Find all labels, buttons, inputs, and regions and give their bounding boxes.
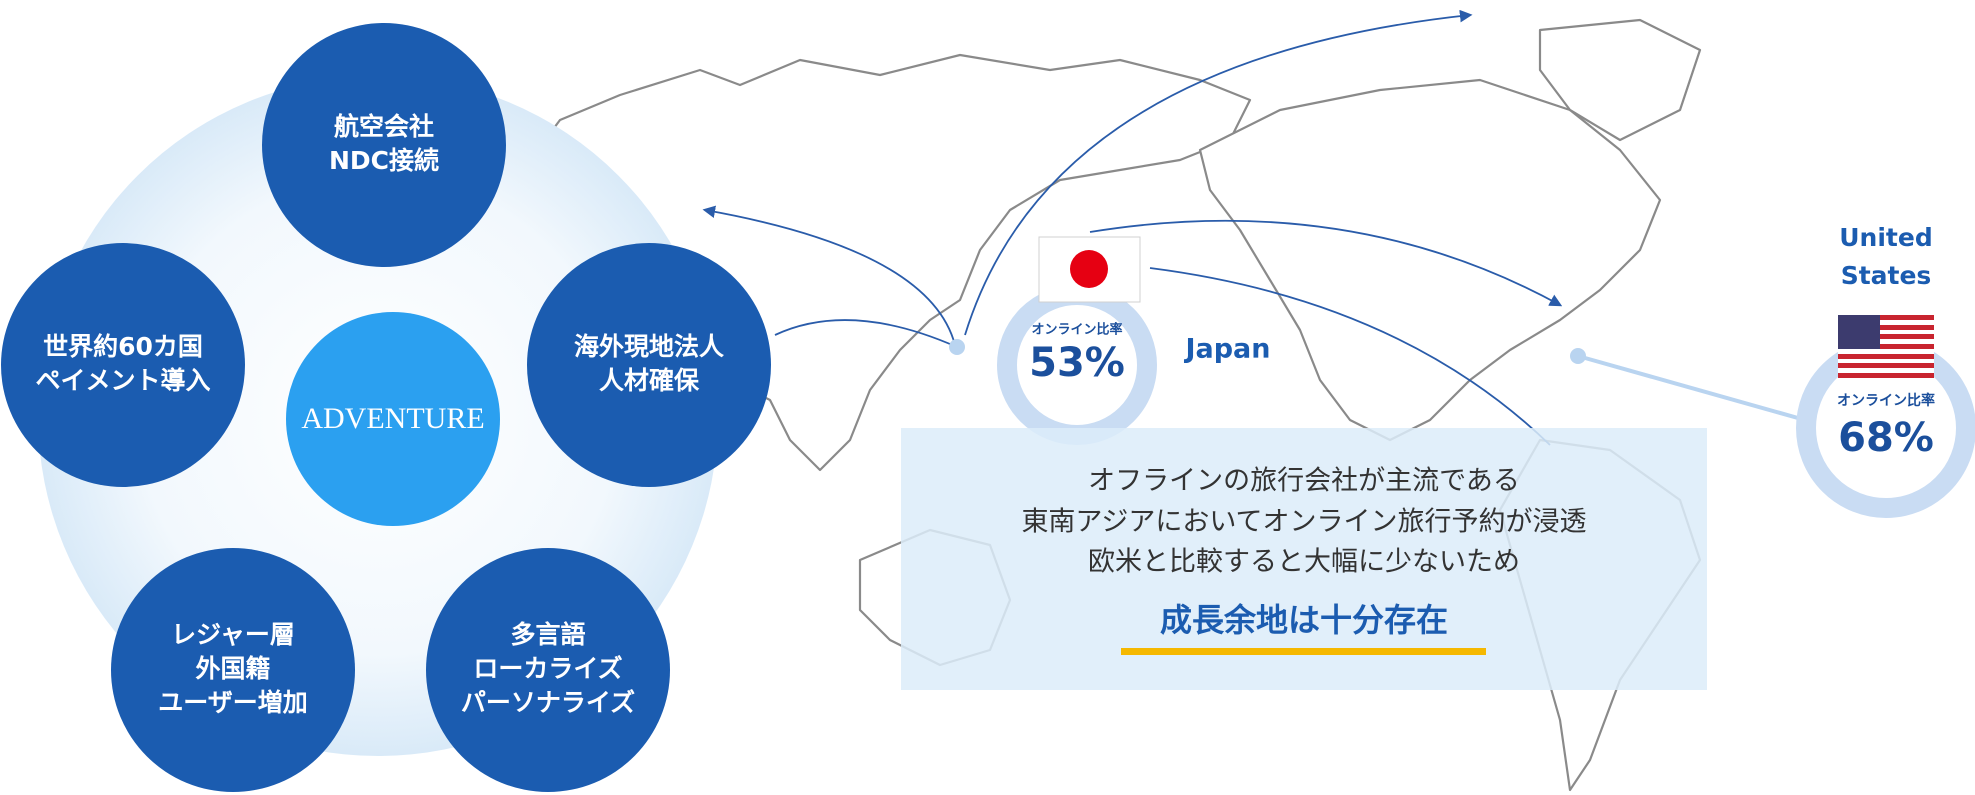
us-flag xyxy=(1838,315,1934,378)
feature-circle xyxy=(262,23,506,267)
feature-label: 世界約60カ国ペイメント導入 xyxy=(35,332,210,395)
message-highlight: 成長余地は十分存在 xyxy=(1160,601,1448,639)
feature-label: 海外現地法人人材確保 xyxy=(574,332,724,395)
route-line xyxy=(1149,267,1551,446)
us-block: オンライン比率 68% United States xyxy=(1796,223,1975,518)
center-label: ADVENTURE xyxy=(301,402,484,435)
japan-block: オンライン比率 53% Japan xyxy=(997,236,1271,445)
feature-circle xyxy=(527,243,771,487)
country-name: United xyxy=(1839,223,1932,252)
metric-value: 68% xyxy=(1838,415,1934,461)
message-panel xyxy=(901,428,1707,690)
metric-label: オンライン比率 xyxy=(1837,392,1935,409)
greenland xyxy=(1538,18,1702,142)
route-arrow xyxy=(964,9,1473,336)
feature-circles: 航空会社 NDC接続 海外現地法人人材確保 多言語ローカライズパーソナライズ レジ… xyxy=(1,23,771,792)
message-box: オフラインの旅行会社が主流である 東南アジアにおいてオンライン旅行予約が浸透 欧… xyxy=(901,428,1707,690)
message-line: 東南アジアにおいてオンライン旅行予約が浸透 xyxy=(1021,507,1586,538)
feature-circle xyxy=(426,548,670,792)
highlight-underline xyxy=(1121,648,1486,655)
message-line: 欧米と比較すると大幅に少ないため xyxy=(1088,547,1520,578)
country-name: States xyxy=(1841,261,1932,290)
feature-circle xyxy=(1,243,245,487)
japan-dot xyxy=(949,339,965,355)
routes xyxy=(702,9,1806,446)
country-name: Japan xyxy=(1183,334,1270,365)
north-america xyxy=(1198,78,1662,442)
metric-label: オンライン比率 xyxy=(1031,322,1122,338)
center-circle xyxy=(286,312,500,526)
metric-value: 53% xyxy=(1029,340,1125,386)
route-arrow xyxy=(1089,219,1563,307)
flag-sun xyxy=(1070,250,1108,288)
route-arrow xyxy=(702,205,956,346)
us-connector xyxy=(1577,354,1806,422)
feature-label: レジャー層外国籍ユーザー増加 xyxy=(158,620,308,717)
message-line: オフラインの旅行会社が主流である xyxy=(1088,466,1520,497)
feature-label: 航空会社 NDC接続 xyxy=(329,112,439,175)
route-line xyxy=(774,319,958,348)
feature-label: 多言語ローカライズパーソナライズ xyxy=(461,620,635,717)
feature-circle xyxy=(111,548,355,792)
